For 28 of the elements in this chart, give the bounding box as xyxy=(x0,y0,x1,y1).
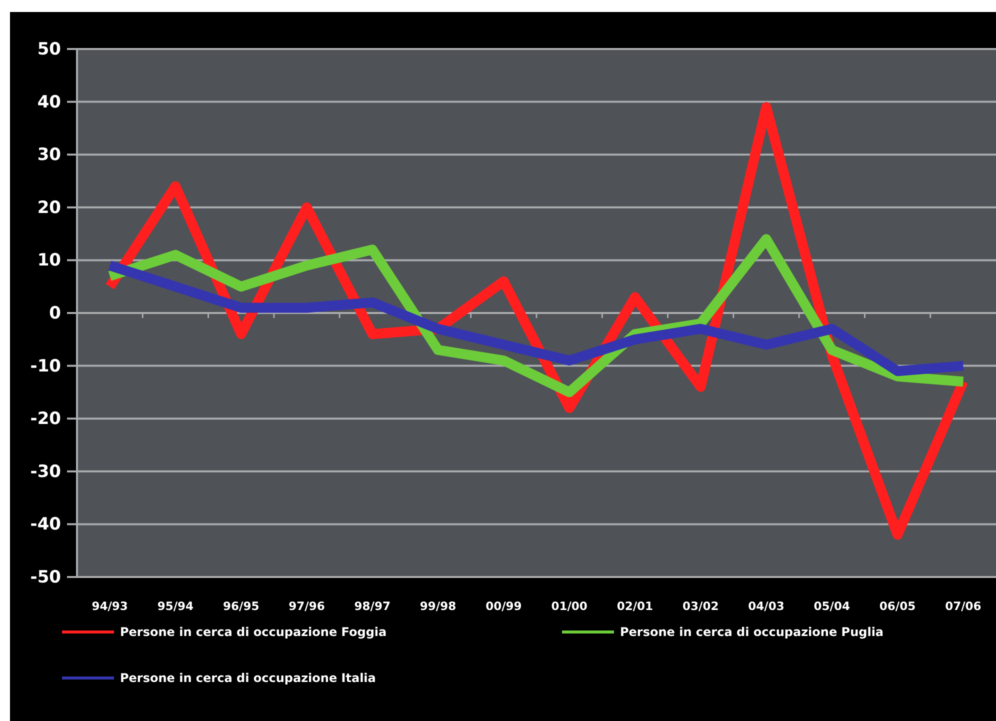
y-tick-label: 0 xyxy=(49,303,62,324)
y-tick-label: 20 xyxy=(37,198,62,218)
legend-label: Persone in cerca di occupazione Foggia xyxy=(120,625,387,639)
legend-label: Persone in cerca di occupazione Puglia xyxy=(620,625,884,639)
x-tick-label: 95/94 xyxy=(157,599,194,614)
y-tick-label: 10 xyxy=(37,250,62,271)
y-tick-label: -40 xyxy=(30,514,62,535)
x-tick-label: 98/97 xyxy=(354,599,390,614)
y-tick-label: -10 xyxy=(30,356,62,376)
x-tick-label: 07/06 xyxy=(945,599,982,614)
x-tick-label: 97/96 xyxy=(288,599,325,614)
x-tick-label: 01/00 xyxy=(551,599,588,614)
y-tick-label: 40 xyxy=(37,92,62,112)
y-tick-label: -20 xyxy=(30,409,62,430)
y-tick-label: 30 xyxy=(37,145,62,166)
x-tick-label: 06/05 xyxy=(879,599,916,614)
x-tick-label: 02/01 xyxy=(616,599,654,614)
legend-label: Persone in cerca di occupazione Italia xyxy=(120,671,376,685)
x-tick-label: 00/99 xyxy=(486,599,522,614)
x-tick-label: 03/02 xyxy=(682,599,719,614)
x-tick-label: 94/93 xyxy=(92,599,128,614)
x-tick-label: 04/03 xyxy=(748,599,784,614)
x-tick-label: 99/98 xyxy=(420,599,456,614)
y-tick-label: 50 xyxy=(37,39,62,60)
y-tick-label: -50 xyxy=(30,567,62,588)
x-tick-label: 05/04 xyxy=(814,599,850,614)
x-tick-label: 96/95 xyxy=(223,599,260,614)
y-tick-label: -30 xyxy=(30,462,62,482)
